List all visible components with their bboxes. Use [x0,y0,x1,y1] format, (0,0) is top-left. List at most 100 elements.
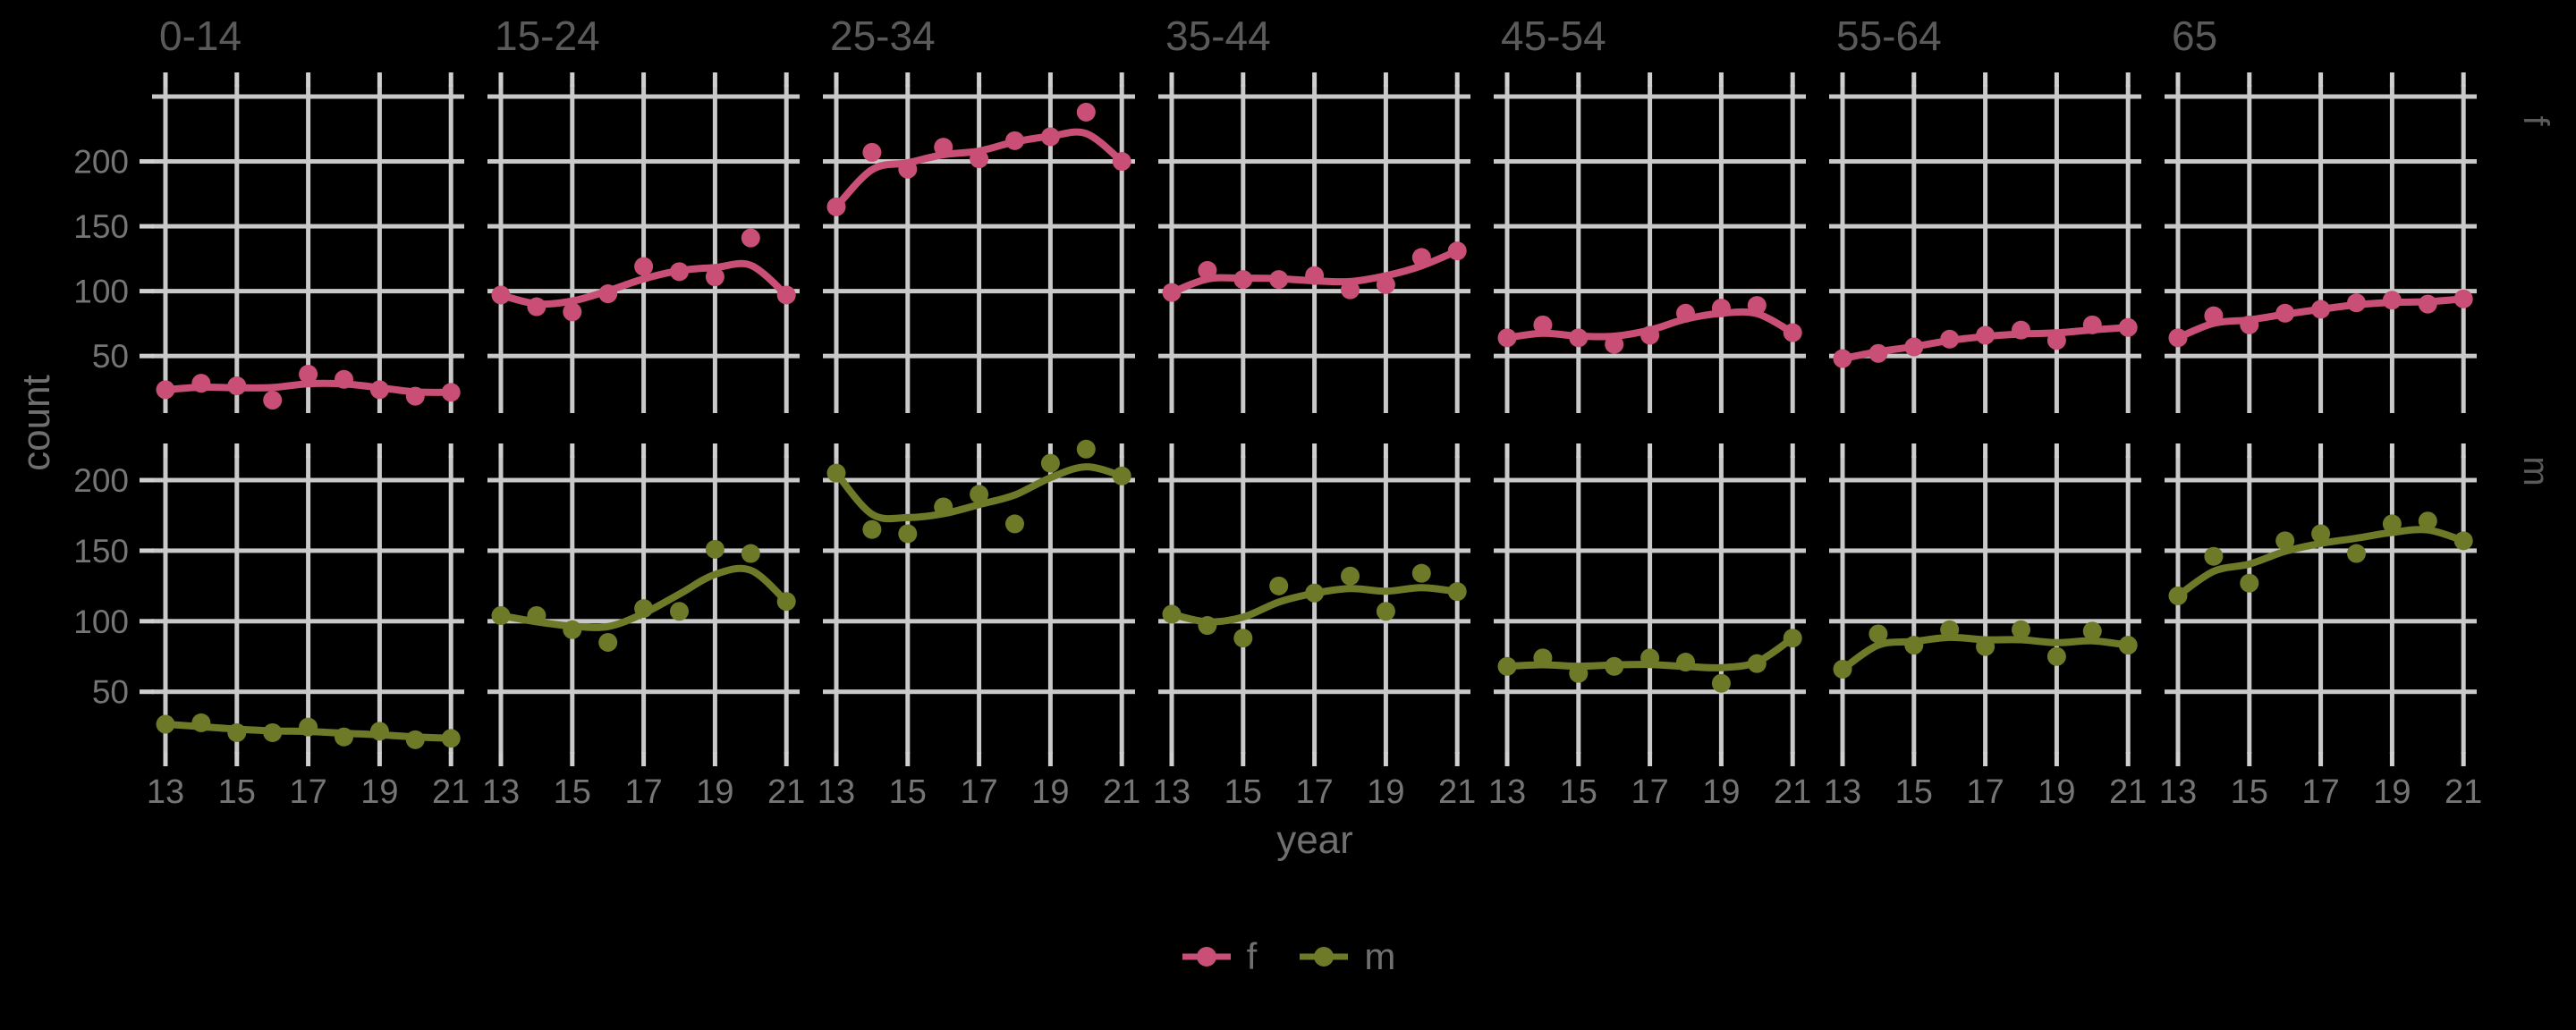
x-tick-bottom [1790,752,1795,766]
x-tick-top [977,443,982,458]
legend-key-f [1182,947,1231,967]
y-tick [140,353,154,359]
data-point-f-45-54-13 [1497,328,1517,348]
v-gridline [1576,456,1581,754]
data-point-f-25-34-13 [826,197,846,216]
y-tick [140,619,154,624]
data-point-m-15-24-16 [598,632,618,652]
y-tick-label: 100 [73,274,129,310]
x-tick-top [905,443,911,458]
v-gridline [377,85,382,413]
v-gridline [234,85,240,413]
data-point-m-0-14-14 [191,713,211,732]
v-gridline [977,85,982,413]
v-gridline [1576,85,1581,413]
x-tick-bottom [1504,752,1510,766]
data-point-m-35-44-18 [1341,566,1360,586]
x-tick-top [1119,72,1124,87]
x-tick-label: 17 [2301,773,2339,811]
x-tick-label: 21 [767,773,805,811]
data-point-m-45-54-20 [1747,654,1767,673]
data-point-m-0-14-21 [441,729,461,748]
legend-item-f: f [1181,938,1257,975]
data-point-m-55-64-20 [2082,621,2102,641]
data-point-f-0-14-17 [299,364,318,384]
v-gridline [163,85,168,413]
x-tick-bottom [306,752,311,766]
v-gridline [1718,85,1724,413]
x-tick-top [570,443,575,458]
x-tick-top [1169,72,1174,87]
data-point-f-55-64-18 [2012,320,2030,340]
data-point-f-45-54-15 [1569,328,1589,348]
data-point-f-45-54-17 [1640,325,1660,345]
x-tick-bottom [1241,752,1246,766]
x-tick-label: 13 [1824,773,1861,811]
x-tick-top [1911,443,1917,458]
x-tick-label: 13 [1153,773,1191,811]
data-point-m-55-64-16 [1940,620,1960,639]
smooth-line-f-0-14 [162,379,455,396]
x-tick-top [834,72,839,87]
data-point-m-55-64-21 [2118,636,2138,655]
v-gridline [570,85,575,413]
x-tick-label: 19 [696,773,733,811]
v-gridline [1983,85,1988,413]
x-tick-bottom [2461,752,2466,766]
x-tick-top [641,443,647,458]
legend-key-dot [1314,947,1335,967]
x-tick-bottom [1840,752,1845,766]
v-gridline [2247,85,2252,413]
x-tick-top [905,72,911,87]
data-point-m-35-44-21 [1447,582,1467,602]
v-gridline [712,456,717,754]
data-point-f-65-18 [2347,293,2366,313]
x-tick-label: 15 [1895,773,1933,811]
x-tick-top [712,72,717,87]
x-tick-top [977,72,982,87]
v-gridline [1454,456,1460,754]
v-gridline [1383,85,1388,413]
x-tick-bottom [1312,752,1318,766]
x-tick-bottom [2247,752,2252,766]
v-gridline [1911,85,1917,413]
x-tick-bottom [977,752,982,766]
x-tick-label: 21 [1103,773,1140,811]
v-gridline [1119,456,1124,754]
x-tick-top [1454,72,1460,87]
x-tick-bottom [1169,752,1174,766]
data-point-m-15-24-13 [491,605,511,625]
x-tick-bottom [2125,752,2131,766]
data-point-m-55-64-18 [2012,620,2030,639]
v-gridline [1169,85,1174,413]
x-tick-top [1383,443,1388,458]
data-point-m-25-34-16 [934,497,953,517]
data-point-f-55-64-16 [1940,329,1960,349]
x-tick-bottom [570,752,575,766]
y-tick-label: 100 [73,604,129,640]
x-tick-label: 19 [1702,773,1740,811]
smooth-line-f-15-24 [497,259,791,308]
x-tick-top [2318,72,2324,87]
facet-title-65: 65 [2172,13,2217,59]
x-tick-top [2461,72,2466,87]
data-point-f-0-14-16 [263,390,283,409]
v-gridline [2318,456,2324,754]
v-gridline [498,85,504,413]
x-tick-top [306,443,311,458]
data-point-m-0-14-17 [299,717,318,737]
data-point-f-65-19 [2382,291,2402,310]
data-point-f-0-14-14 [191,374,211,393]
x-tick-top [234,443,240,458]
data-point-m-65-21 [2453,531,2473,551]
x-tick-top [2175,72,2181,87]
data-point-m-0-14-18 [335,727,353,747]
v-gridline [306,456,311,754]
x-tick-label: 21 [2109,773,2147,811]
data-point-f-0-14-18 [335,369,353,389]
x-tick-bottom [1983,752,1988,766]
data-point-m-0-14-20 [405,730,425,749]
legend-key-dot [1196,947,1216,967]
data-point-f-55-64-13 [1833,349,1852,368]
v-gridline [377,456,382,754]
